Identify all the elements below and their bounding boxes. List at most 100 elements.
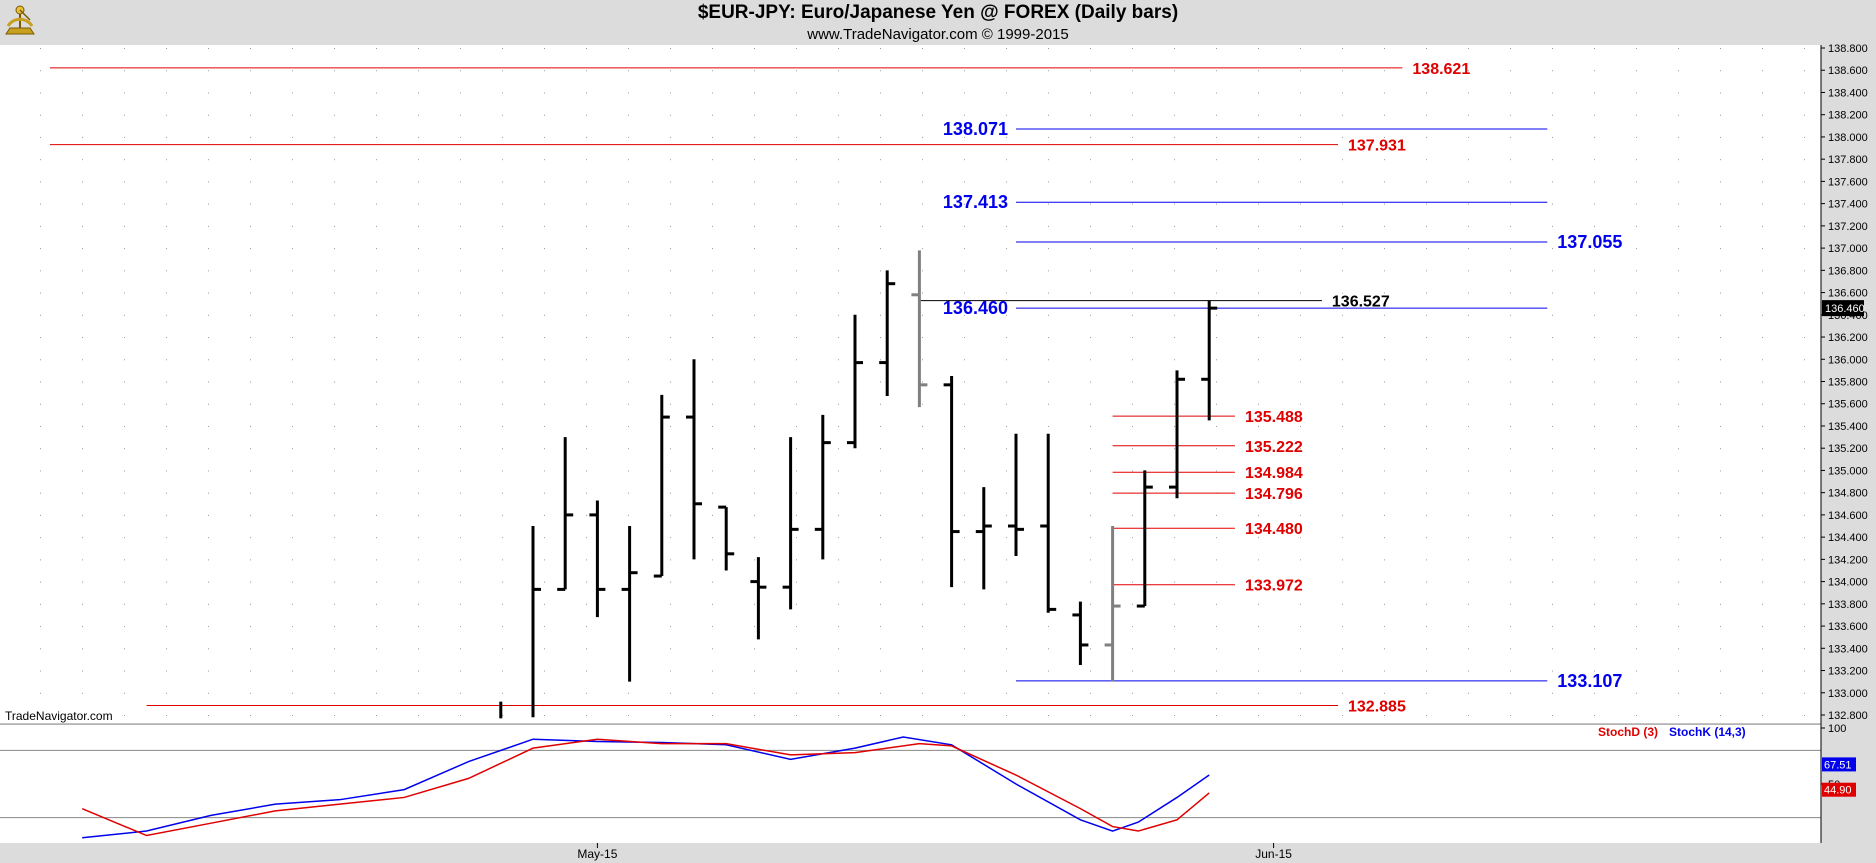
level-label: 138.071 xyxy=(943,119,1008,139)
grid-dot xyxy=(712,92,713,94)
grid-dot xyxy=(250,337,251,339)
grid-dot xyxy=(334,159,335,161)
grid-dot xyxy=(1258,715,1259,716)
grid-dot xyxy=(586,337,587,339)
grid-dot xyxy=(208,92,209,94)
y-tick-label: 133.600 xyxy=(1828,621,1868,633)
grid-dot xyxy=(1636,314,1637,316)
grid-dot xyxy=(1636,114,1637,116)
grid-dot xyxy=(1006,470,1007,472)
grid-dot xyxy=(796,670,797,672)
grid-dot xyxy=(964,492,965,494)
grid-dot xyxy=(166,92,167,94)
grid-dot xyxy=(964,537,965,539)
y-tick-label: 133.800 xyxy=(1828,599,1868,611)
grid-dot xyxy=(1552,715,1553,716)
grid-dot xyxy=(880,626,881,628)
grid-dot xyxy=(334,581,335,583)
grid-dot xyxy=(124,514,125,516)
grid-dot xyxy=(544,359,545,361)
grid-dot xyxy=(502,48,503,49)
grid-dot xyxy=(880,314,881,316)
grid-dot xyxy=(1426,225,1427,227)
grid-dot xyxy=(922,448,923,450)
grid-dot xyxy=(754,70,755,72)
watermark-text: TradeNavigator.com xyxy=(5,709,113,723)
grid-dot xyxy=(1804,292,1805,294)
grid-dot xyxy=(544,603,545,605)
grid-dot xyxy=(1258,559,1259,561)
grid-dot xyxy=(670,92,671,94)
grid-dot xyxy=(82,225,83,227)
grid-dot xyxy=(1174,92,1175,94)
grid-dot xyxy=(1636,48,1637,49)
grid-dot xyxy=(1468,314,1469,316)
grid-dot xyxy=(1804,537,1805,539)
grid-dot xyxy=(1342,159,1343,161)
grid-dot xyxy=(712,403,713,405)
grid-dot xyxy=(208,314,209,316)
grid-dot xyxy=(460,559,461,561)
grid-dot xyxy=(1804,92,1805,94)
grid-dot xyxy=(544,581,545,583)
grid-dot xyxy=(334,136,335,138)
grid-dot xyxy=(1090,559,1091,561)
y-tick-label: 137.000 xyxy=(1828,243,1868,255)
grid-dot xyxy=(544,114,545,116)
grid-dot xyxy=(712,48,713,49)
grid-dot xyxy=(166,670,167,672)
grid-dot xyxy=(922,181,923,183)
price-panel: 138.621 137.931 132.885 138.071 137.413 137.0… xyxy=(50,61,1622,719)
grid-dot xyxy=(1678,692,1679,694)
grid-dot xyxy=(334,492,335,494)
grid-dot xyxy=(1300,715,1301,716)
grid-dot xyxy=(1174,48,1175,49)
y-tick-label: 135.800 xyxy=(1828,377,1868,389)
grid-dot xyxy=(40,692,41,694)
grid-dot xyxy=(1594,603,1595,605)
grid-dot xyxy=(1132,203,1133,205)
grid-dot xyxy=(754,692,755,694)
y-tick-label: 132.800 xyxy=(1828,710,1868,722)
grid-dot xyxy=(1468,381,1469,383)
grid-dot xyxy=(1048,670,1049,672)
grid-dot xyxy=(1342,92,1343,94)
grid-dot xyxy=(1510,314,1511,316)
grid-dot xyxy=(166,603,167,605)
grid-dot xyxy=(82,92,83,94)
grid-dot xyxy=(1804,337,1805,339)
grid-dot xyxy=(544,92,545,94)
grid-dot xyxy=(1426,425,1427,427)
grid-dot xyxy=(1006,114,1007,116)
level-label: 133.972 xyxy=(1245,578,1303,595)
grid-dot xyxy=(376,670,377,672)
level-label: 134.796 xyxy=(1245,486,1303,503)
grid-dot xyxy=(796,270,797,272)
grid-dot xyxy=(1132,70,1133,72)
grid-dot xyxy=(670,159,671,161)
stochastic-panel xyxy=(0,725,1821,843)
grid-dot xyxy=(1342,203,1343,205)
grid-dot xyxy=(334,559,335,561)
grid-dot xyxy=(40,48,41,49)
grid-dot xyxy=(502,292,503,294)
grid-dot xyxy=(1720,492,1721,494)
grid-dot xyxy=(1720,648,1721,650)
grid-dot xyxy=(1762,648,1763,650)
grid-dot xyxy=(418,581,419,583)
grid-dot xyxy=(628,292,629,294)
grid-dot xyxy=(1510,270,1511,272)
grid-dot xyxy=(670,181,671,183)
grid-dot xyxy=(754,114,755,116)
grid-dot xyxy=(1720,381,1721,383)
stoch-legend-label: StochD (3) xyxy=(1598,725,1658,739)
grid-dot xyxy=(754,514,755,516)
y-tick-label: 138.400 xyxy=(1828,87,1868,99)
grid-dot xyxy=(880,181,881,183)
grid-dot xyxy=(1174,692,1175,694)
grid-dot xyxy=(40,425,41,427)
grid-dot xyxy=(880,248,881,250)
grid-dot xyxy=(712,537,713,539)
grid-dot xyxy=(1006,448,1007,450)
